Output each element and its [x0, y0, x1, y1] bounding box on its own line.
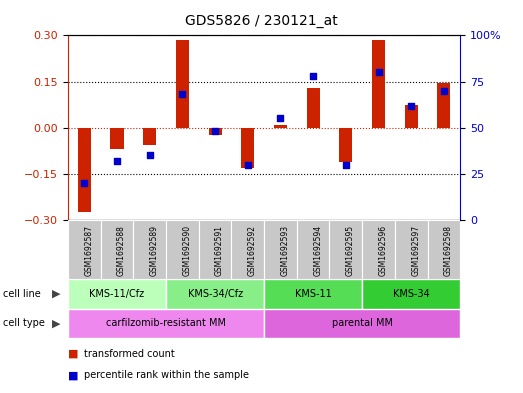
Text: GSM1692596: GSM1692596	[379, 225, 388, 276]
Bar	[339, 128, 353, 162]
Text: GSM1692591: GSM1692591	[215, 225, 224, 276]
Bar	[241, 128, 254, 168]
Bar	[68, 309, 264, 338]
Bar	[231, 220, 264, 279]
Bar	[395, 220, 428, 279]
Text: KMS-11/Cfz: KMS-11/Cfz	[89, 289, 144, 299]
Bar	[209, 128, 222, 136]
Point	[309, 73, 317, 79]
Text: transformed count: transformed count	[84, 349, 175, 359]
Point	[244, 162, 252, 168]
Bar	[372, 40, 385, 128]
Bar	[143, 128, 156, 145]
Point	[80, 180, 88, 186]
Text: ▶: ▶	[52, 289, 61, 299]
Bar	[428, 220, 460, 279]
Bar	[166, 220, 199, 279]
Bar	[199, 220, 231, 279]
Point	[342, 162, 350, 168]
Bar	[274, 125, 287, 128]
Text: GSM1692598: GSM1692598	[444, 225, 453, 276]
Text: KMS-11: KMS-11	[295, 289, 332, 299]
Text: percentile rank within the sample: percentile rank within the sample	[84, 370, 248, 380]
Text: GSM1692592: GSM1692592	[248, 225, 257, 276]
Bar	[297, 220, 329, 279]
Bar	[405, 105, 418, 128]
Point	[407, 103, 415, 109]
Point	[145, 152, 154, 159]
Text: GSM1692588: GSM1692588	[117, 225, 126, 275]
Bar	[362, 220, 395, 279]
Text: ■: ■	[68, 349, 78, 359]
Point	[113, 158, 121, 164]
Text: carfilzomib-resistant MM: carfilzomib-resistant MM	[106, 318, 226, 328]
Text: ▶: ▶	[52, 318, 61, 328]
Point	[440, 88, 448, 94]
Text: GSM1692587: GSM1692587	[84, 225, 93, 276]
Text: cell type: cell type	[3, 318, 44, 328]
Point	[211, 128, 219, 134]
Bar	[264, 220, 297, 279]
Bar	[68, 220, 100, 279]
Bar	[100, 220, 133, 279]
Bar	[362, 279, 460, 309]
Bar	[264, 309, 460, 338]
Bar	[68, 279, 166, 309]
Text: ■: ■	[68, 370, 78, 380]
Text: GSM1692590: GSM1692590	[183, 225, 191, 276]
Bar	[329, 220, 362, 279]
Point	[178, 91, 187, 97]
Bar	[133, 220, 166, 279]
Bar	[166, 279, 264, 309]
Text: parental MM: parental MM	[332, 318, 393, 328]
Text: GDS5826 / 230121_at: GDS5826 / 230121_at	[185, 14, 338, 28]
Bar	[437, 83, 450, 128]
Bar	[176, 40, 189, 128]
Text: cell line: cell line	[3, 289, 40, 299]
Point	[374, 69, 383, 75]
Text: GSM1692595: GSM1692595	[346, 225, 355, 276]
Text: KMS-34/Cfz: KMS-34/Cfz	[188, 289, 243, 299]
Bar	[110, 128, 123, 149]
Text: GSM1692594: GSM1692594	[313, 225, 322, 276]
Text: GSM1692593: GSM1692593	[280, 225, 289, 276]
Bar	[306, 88, 320, 128]
Text: GSM1692589: GSM1692589	[150, 225, 158, 276]
Text: GSM1692597: GSM1692597	[411, 225, 420, 276]
Point	[276, 116, 285, 122]
Text: KMS-34: KMS-34	[393, 289, 429, 299]
Bar	[78, 128, 91, 212]
Bar	[264, 279, 362, 309]
